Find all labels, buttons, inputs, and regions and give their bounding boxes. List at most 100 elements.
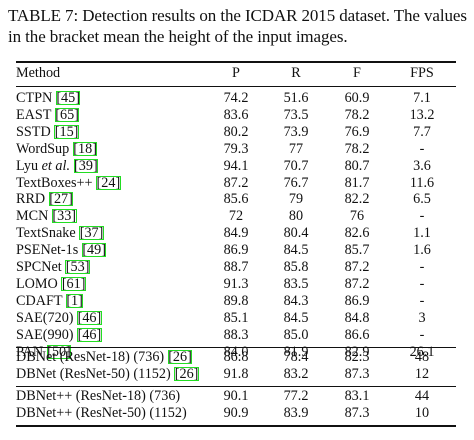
method-name: SAE(990) bbox=[16, 326, 74, 343]
f-cell: 86.6 bbox=[344, 326, 370, 343]
group-dbnet: DBNet (ResNet-18) (736) [26] 86.8 78.4 82.3… bbox=[16, 349, 456, 383]
table-row: TextBoxes++ [24] 87.2 76.7 81.7 11.6 bbox=[16, 175, 456, 192]
fps-cell: - bbox=[419, 292, 425, 309]
table-row: RRD [27] 85.6 79 82.2 6.5 bbox=[16, 191, 456, 208]
method-name: DBNet++ (ResNet-50) (1152) bbox=[16, 404, 187, 421]
p-cell: 88.3 bbox=[223, 326, 249, 343]
method-cell: TextBoxes++ [24] bbox=[16, 175, 206, 192]
citation-link: [45] bbox=[55, 90, 81, 106]
method-cell: SAE(720) [46] bbox=[16, 310, 206, 327]
group-rule-1 bbox=[16, 347, 456, 348]
r-cell: 84.5 bbox=[283, 242, 309, 259]
method-name: SAE(720) bbox=[16, 309, 74, 326]
bottom-rule bbox=[16, 425, 456, 427]
table-row: DBNet++ (ResNet-50) (1152) 90.9 83.9 87.3 10 bbox=[16, 405, 456, 422]
p-cell: 88.7 bbox=[223, 259, 249, 276]
p-cell: 86.8 bbox=[223, 349, 249, 365]
method-cell: MCN [33] bbox=[16, 208, 206, 225]
f-cell: 87.2 bbox=[344, 259, 370, 276]
f-cell: 82.6 bbox=[344, 225, 370, 242]
citation-link: [27] bbox=[48, 191, 74, 208]
fps-cell: 10 bbox=[414, 404, 430, 421]
r-cell: 78.4 bbox=[283, 349, 309, 365]
f-cell: 87.3 bbox=[344, 365, 370, 382]
fps-cell: 1.6 bbox=[413, 242, 431, 259]
method-cell: DBNet (ResNet-18) (736) [26] bbox=[16, 349, 206, 366]
method-name: WordSup bbox=[16, 140, 70, 157]
method-name: DBNet (ResNet-18) (736) bbox=[16, 349, 165, 365]
header-r: R bbox=[291, 65, 301, 81]
fps-cell: - bbox=[419, 140, 425, 157]
r-cell: 85.8 bbox=[283, 259, 309, 276]
p-cell: 91.8 bbox=[223, 365, 249, 382]
table-row: SSTD [15] 80.2 73.9 76.9 7.7 bbox=[16, 124, 456, 141]
fps-cell: 3 bbox=[418, 309, 426, 326]
r-cell: 73.5 bbox=[283, 106, 309, 123]
f-cell: 83.1 bbox=[344, 388, 370, 404]
method-cell: CTPN [45] bbox=[16, 90, 206, 107]
method-cell: LOMO [61] bbox=[16, 276, 206, 293]
method-cell: SPCNet [53] bbox=[16, 259, 206, 276]
fps-cell: 48 bbox=[414, 349, 430, 365]
citation-link: [18] bbox=[72, 140, 98, 157]
method-name: DBNet (ResNet-50) (1152) bbox=[16, 365, 171, 382]
f-cell: 76.9 bbox=[344, 123, 370, 140]
table-row: CTPN [45] 74.2 51.6 60.9 7.1 bbox=[16, 90, 456, 107]
fps-cell: - bbox=[419, 259, 425, 276]
table-row: DBNet (ResNet-18) (736) [26] 86.8 78.4 82.3… bbox=[16, 349, 456, 366]
p-cell: 94.1 bbox=[223, 157, 249, 174]
citation-link: [61] bbox=[61, 275, 86, 292]
fps-cell: 12 bbox=[414, 365, 430, 382]
r-cell: 84.3 bbox=[283, 292, 309, 309]
header-p: P bbox=[232, 65, 240, 81]
method-name: EAST bbox=[16, 106, 52, 123]
citation-link: [33] bbox=[51, 208, 77, 225]
f-cell: 78.2 bbox=[344, 106, 370, 123]
r-cell: 73.9 bbox=[283, 123, 309, 140]
r-cell: 80.4 bbox=[283, 225, 309, 242]
fps-cell: - bbox=[419, 326, 425, 343]
r-cell: 80 bbox=[288, 208, 304, 225]
f-cell: 78.2 bbox=[344, 140, 370, 157]
fps-cell: 11.6 bbox=[409, 174, 435, 191]
table-row: SAE(990) [46] 88.3 85.0 86.6 - bbox=[16, 327, 456, 344]
f-cell: 86.9 bbox=[344, 292, 370, 309]
method-italic: et al. bbox=[41, 157, 70, 174]
fps-cell: 44 bbox=[414, 388, 430, 404]
method-name: CTPN bbox=[16, 90, 53, 106]
citation-link: [26] bbox=[174, 365, 199, 382]
citation-link: [37] bbox=[79, 225, 104, 242]
table-row: LOMO [61] 91.3 83.5 87.2 - bbox=[16, 276, 456, 293]
method-name: MCN bbox=[16, 208, 49, 225]
citation-link: [26] bbox=[167, 349, 193, 365]
citation-link: [1] bbox=[65, 292, 84, 309]
method-cell: CDAFT [1] bbox=[16, 293, 206, 310]
r-cell: 79 bbox=[288, 191, 304, 208]
citation-link: [24] bbox=[96, 174, 121, 191]
table-row: SAE(720) [46] 85.1 84.5 84.8 3 bbox=[16, 310, 456, 327]
method-cell: SSTD [15] bbox=[16, 124, 206, 141]
p-cell: 90.9 bbox=[223, 404, 249, 421]
fps-cell: 1.1 bbox=[413, 225, 431, 242]
fps-cell: 13.2 bbox=[409, 106, 435, 123]
group-dbnetpp: DBNet++ (ResNet-18) (736) 90.1 77.2 83.1 44 D… bbox=[16, 388, 456, 422]
method-cell: PSENet-1s [49] bbox=[16, 242, 206, 259]
group-baselines: CTPN [45] 74.2 51.6 60.9 7.1 EAST [65] 83.6 73.… bbox=[16, 90, 456, 361]
p-cell: 83.6 bbox=[223, 106, 249, 123]
r-cell: 77.2 bbox=[283, 388, 309, 404]
top-rule bbox=[16, 61, 456, 63]
table-row: EAST [65] 83.6 73.5 78.2 13.2 bbox=[16, 107, 456, 124]
citation-link: [39] bbox=[73, 157, 99, 174]
method-name: PSENet-1s bbox=[16, 242, 79, 259]
r-cell: 76.7 bbox=[283, 174, 309, 191]
citation-link: [46] bbox=[77, 326, 102, 343]
f-cell: 82.2 bbox=[344, 191, 370, 208]
p-cell: 72 bbox=[228, 208, 244, 225]
method-cell: DBNet (ResNet-50) (1152) [26] bbox=[16, 366, 206, 383]
p-cell: 85.6 bbox=[223, 191, 249, 208]
header-fps: FPS bbox=[410, 65, 434, 81]
header-f: F bbox=[353, 65, 361, 81]
r-cell: 84.5 bbox=[283, 309, 309, 326]
method-cell: WordSup [18] bbox=[16, 141, 206, 158]
